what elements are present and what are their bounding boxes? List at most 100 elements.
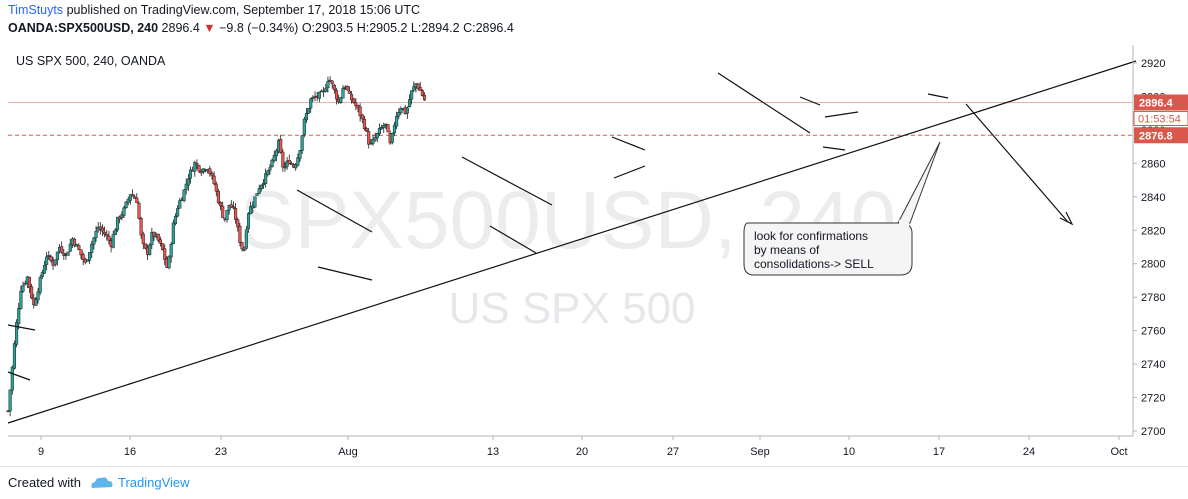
price-tick-label: 2700 — [1141, 426, 1165, 438]
candle-body — [341, 88, 345, 99]
candle-body — [182, 189, 186, 201]
pattern-line — [822, 146, 846, 151]
footer: Created with TradingView — [0, 466, 1188, 499]
publish-line: TimStuyts published on TradingView.com, … — [8, 3, 420, 17]
candle-body — [115, 216, 120, 231]
candle-body — [107, 235, 111, 241]
candle-body — [27, 276, 32, 288]
candle-body — [186, 178, 190, 186]
candle-body — [352, 98, 356, 103]
candle-body — [21, 285, 25, 292]
candle-body — [422, 95, 427, 101]
price-tick-label: 2760 — [1141, 326, 1165, 338]
candle-body — [208, 168, 212, 174]
candle-body — [253, 196, 257, 208]
down-arrow-icon: ▼ — [203, 21, 216, 35]
created-with-label: Created with — [8, 475, 81, 490]
candle-body — [380, 127, 384, 130]
candle-body — [367, 131, 371, 145]
tradingview-logo-icon — [91, 477, 113, 488]
candle-body — [188, 169, 193, 179]
time-tick-label: Oct — [1110, 446, 1127, 458]
pattern-line — [7, 371, 31, 381]
candle-body — [317, 91, 321, 99]
candle-body — [347, 90, 351, 94]
candle-body — [407, 99, 412, 108]
symbol[interactable]: OANDA:SPX500USD, 240 — [8, 21, 159, 35]
candle-body — [133, 196, 137, 199]
time-axis[interactable]: 9 16 23 Aug 13 20 27 Sep 10 17 24 Oct — [8, 435, 1133, 458]
candle-body — [212, 175, 216, 185]
candle-body — [141, 233, 145, 244]
price-tick-label: 2800 — [1141, 259, 1165, 271]
candle-body — [156, 233, 160, 241]
candle-body — [77, 245, 81, 250]
countdown-label: 01:53:54 — [1138, 113, 1181, 125]
candle-body — [225, 209, 229, 221]
candle-body — [81, 254, 85, 260]
note-callout[interactable]: look for confirmations by means of conso… — [743, 141, 941, 276]
candle-body — [302, 118, 306, 135]
candle-body — [365, 128, 369, 132]
candle-body — [416, 83, 420, 89]
candle-body — [395, 115, 399, 127]
candle-body — [369, 143, 373, 145]
time-tick-label: Aug — [338, 446, 358, 458]
price-axis[interactable]: 2700272027402760278028002820284028602880… — [1132, 45, 1188, 438]
time-tick-label: 24 — [1023, 446, 1035, 458]
candle-body — [240, 242, 244, 250]
candle-body — [34, 299, 38, 306]
candle-body — [270, 159, 274, 167]
candle-body — [266, 170, 270, 176]
tradingview-link[interactable]: TradingView — [118, 475, 190, 490]
candle-body — [169, 243, 173, 258]
price-chart[interactable]: SPX500USD, 240 US SPX 500 27002720274027… — [0, 0, 1188, 466]
candle-body — [66, 251, 70, 256]
candle-body — [53, 259, 57, 265]
candle-body — [234, 208, 238, 220]
candle-body — [60, 246, 64, 253]
candle-body — [356, 104, 360, 109]
candle-body — [216, 190, 220, 204]
watermark-sub: US SPX 500 — [448, 284, 695, 333]
candle-body — [55, 251, 59, 261]
candle-body — [90, 243, 94, 253]
pattern-line — [611, 136, 646, 151]
candle-body — [281, 151, 285, 168]
candle-body — [274, 150, 278, 157]
level-price-label: 2876.8 — [1139, 130, 1173, 142]
candle-body — [296, 157, 300, 166]
candle-body — [261, 182, 266, 186]
symbol-line: OANDA:SPX500USD, 240 2896.4 ▼ −9.8 (−0.3… — [8, 21, 514, 35]
chart-grid — [8, 101, 1133, 136]
candle-body — [358, 106, 362, 117]
candle-body — [410, 90, 414, 100]
candle-body — [79, 249, 83, 256]
candle-body — [139, 218, 143, 236]
candle-body — [15, 322, 19, 345]
candle-body — [148, 244, 152, 255]
candle-body — [40, 272, 44, 277]
candle-body — [330, 80, 334, 85]
time-tick-label: 16 — [124, 446, 136, 458]
candles — [6, 76, 427, 417]
candle-body — [19, 291, 23, 309]
arrow-head-icon — [1059, 211, 1074, 226]
price-change: −9.8 (−0.34%) — [219, 21, 299, 35]
time-tick-label: 20 — [576, 446, 588, 458]
candle-body — [193, 162, 197, 172]
candle-body — [298, 150, 302, 159]
candle-body — [283, 166, 287, 169]
candle-body — [300, 135, 304, 151]
candle-body — [30, 286, 34, 299]
candle-body — [137, 203, 141, 219]
price-tick-label: 2780 — [1141, 292, 1165, 304]
author-link[interactable]: TimStuyts — [8, 3, 64, 17]
candle-body — [122, 207, 126, 216]
candle-body — [238, 225, 242, 243]
candle-body — [334, 90, 339, 100]
last-price-tag — [1134, 94, 1188, 111]
candle-body — [17, 308, 21, 324]
time-tick-label: Sep — [750, 446, 770, 458]
countdown-tag — [1133, 110, 1188, 126]
